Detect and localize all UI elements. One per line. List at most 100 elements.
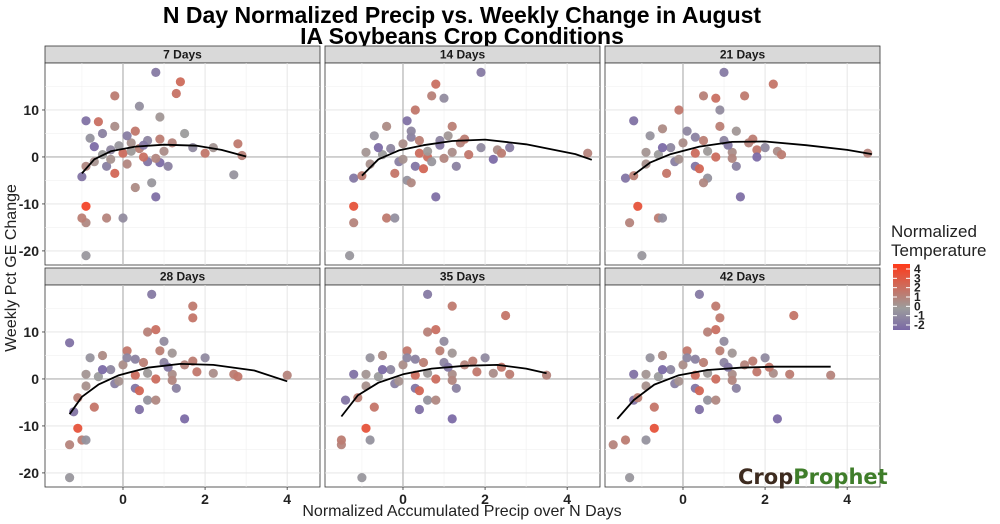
data-point [349, 369, 359, 379]
data-point [200, 148, 210, 158]
data-point [451, 383, 461, 393]
data-point [447, 147, 457, 157]
data-point [406, 126, 416, 136]
data-point [134, 101, 144, 111]
data-point [398, 360, 408, 370]
data-point [682, 353, 692, 363]
data-point [698, 357, 709, 368]
data-point [361, 423, 371, 433]
data-point [106, 154, 116, 164]
data-point [468, 356, 478, 366]
data-point [431, 325, 441, 335]
data-point [431, 79, 441, 89]
data-point [85, 353, 95, 363]
data-point [735, 192, 746, 202]
data-point [151, 395, 161, 405]
x-axis-title: Normalized Accumulated Precip over N Day… [302, 503, 621, 520]
data-point [657, 350, 668, 361]
data-point [110, 168, 120, 178]
data-point [192, 367, 202, 377]
data-point [772, 414, 783, 424]
data-point [727, 153, 737, 163]
data-point [171, 88, 181, 99]
data-point [93, 117, 103, 127]
data-point [151, 374, 161, 384]
data-point [629, 369, 639, 379]
data-point [147, 289, 157, 299]
data-point [690, 354, 700, 364]
data-point [171, 383, 181, 393]
legend-label: 3 [914, 271, 921, 285]
data-point [431, 374, 441, 384]
facet-strip-label: 42 Days [720, 270, 766, 284]
data-point [386, 365, 396, 375]
data-point [464, 150, 474, 160]
data-point [657, 124, 668, 134]
data-point [81, 251, 91, 261]
data-point [130, 182, 140, 193]
data-point [715, 346, 725, 356]
data-point [167, 138, 177, 148]
data-point [89, 402, 99, 412]
data-point [423, 327, 433, 337]
data-point [110, 91, 120, 101]
data-point [447, 414, 457, 424]
data-point [349, 173, 359, 183]
data-point [641, 147, 651, 157]
data-point [645, 353, 655, 363]
data-point [97, 128, 108, 139]
data-point [357, 473, 367, 483]
data-point [361, 147, 371, 157]
data-point [102, 213, 112, 223]
data-point [69, 407, 79, 417]
data-point [715, 121, 725, 131]
data-point [410, 354, 420, 364]
data-point [134, 404, 144, 415]
data-point [460, 134, 470, 144]
y-tick-label: 10 [23, 324, 39, 340]
x-tick-label: 4 [283, 491, 291, 507]
data-point [653, 150, 664, 160]
x-tick-label: 2 [201, 491, 209, 507]
facet-strip-label: 14 Days [440, 48, 486, 62]
data-point [435, 346, 445, 356]
data-point [496, 148, 507, 158]
data-point [715, 105, 725, 115]
data-point [678, 138, 688, 148]
data-point [653, 372, 664, 382]
data-point [690, 148, 700, 158]
logo-text-crop: Crop [738, 465, 793, 489]
data-point [657, 143, 668, 153]
data-point [151, 192, 161, 202]
smooth-trend-line [81, 143, 247, 174]
data-point [694, 404, 705, 415]
data-point [608, 440, 618, 450]
data-point [674, 154, 684, 164]
data-point [641, 369, 651, 379]
data-point [151, 153, 161, 163]
smooth-trend-line [361, 138, 593, 177]
data-point [418, 357, 429, 368]
data-point [488, 368, 498, 378]
data-point [694, 386, 705, 396]
legend-label: 1 [914, 290, 921, 304]
data-point [727, 348, 737, 358]
data-point [414, 386, 424, 396]
y-tick-label: -20 [19, 243, 39, 259]
data-point [625, 473, 635, 483]
data-point [167, 375, 177, 385]
data-point [398, 139, 408, 149]
data-point [377, 350, 388, 361]
data-point [353, 393, 363, 403]
data-point [698, 135, 709, 146]
data-point [163, 161, 173, 171]
data-point [690, 132, 700, 142]
data-point [447, 301, 457, 311]
data-point [102, 161, 112, 171]
data-point [122, 131, 132, 141]
data-point [620, 173, 631, 183]
data-point [703, 327, 713, 337]
data-point [703, 146, 713, 156]
data-point [480, 353, 490, 363]
